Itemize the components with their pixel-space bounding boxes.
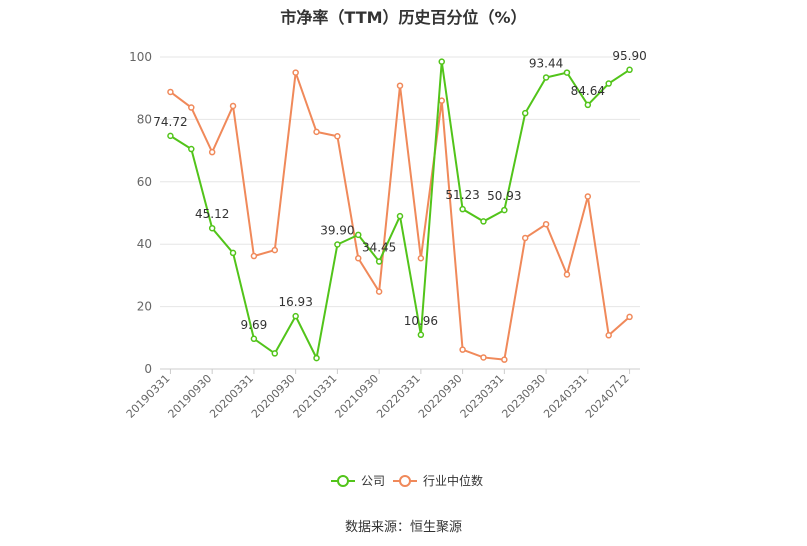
chart-title: 市净率（TTM）历史百分位（%） (280, 8, 527, 27)
x-tick-label: 20230930 (499, 372, 548, 421)
data-label: 39.90 (320, 224, 354, 238)
data-point-industry-median (521, 234, 529, 242)
data-point-company (292, 312, 299, 320)
data-point-company (188, 145, 195, 153)
y-tick-label: 100 (129, 50, 152, 64)
data-point-company (417, 331, 425, 339)
data-label: 95.90 (612, 49, 646, 63)
x-tick-label: 20240331 (541, 372, 590, 421)
data-point-company (208, 224, 216, 232)
data-point-company (271, 350, 279, 357)
data-point-company (480, 218, 487, 225)
y-tick-label: 20 (137, 300, 152, 314)
data-point-company (438, 58, 445, 65)
data-point-company (542, 74, 550, 81)
data-point-company (250, 335, 258, 343)
x-tick-label: 20190930 (166, 372, 215, 421)
legend-marker (399, 475, 411, 487)
data-point-company (375, 258, 383, 265)
data-point-company (626, 66, 633, 74)
data-point-industry-median (167, 88, 174, 96)
data-point-company (313, 354, 320, 362)
y-tick-label: 80 (137, 112, 152, 126)
data-point-industry-median (584, 193, 592, 200)
data-point-industry-median (563, 271, 571, 278)
data-point-industry-median (542, 220, 550, 228)
data-point-company (501, 206, 508, 214)
data-point-company (605, 80, 612, 87)
data-point-company (355, 231, 362, 239)
data-point-industry-median (313, 128, 320, 136)
x-tick-label: 20200331 (207, 372, 256, 421)
data-point-company (167, 132, 174, 140)
x-tick-label: 20240712 (583, 372, 632, 421)
data-point-company (584, 101, 592, 109)
data-point-industry-median (605, 332, 612, 339)
data-point-company (563, 69, 571, 76)
data-label: 51.23 (445, 188, 479, 202)
x-tick-label: 20220930 (416, 372, 465, 421)
x-tick-label: 20210331 (291, 372, 340, 421)
legend-label: 公司 (361, 474, 385, 488)
series-line-company (169, 61, 631, 362)
data-point-industry-median (459, 346, 466, 353)
data-point-industry-median (501, 356, 508, 363)
legend-marker (337, 475, 349, 487)
data-label: 84.64 (571, 84, 605, 98)
data-label: 93.44 (529, 56, 563, 70)
data-point-company (396, 212, 404, 220)
data-point-company (521, 109, 529, 117)
data-label: 74.72 (153, 115, 187, 129)
data-label: 16.93 (278, 295, 312, 309)
y-tick-label: 60 (137, 175, 152, 189)
data-point-company (459, 205, 466, 213)
data-point-industry-median (438, 97, 445, 104)
y-tick-label: 40 (137, 237, 152, 251)
y-tick-label: 0 (144, 362, 152, 376)
legend-label: 行业中位数 (423, 473, 483, 488)
data-point-industry-median (292, 69, 299, 76)
data-point-industry-median (480, 354, 487, 361)
data-label: 9.69 (241, 318, 268, 332)
x-tick-label: 20200930 (249, 372, 298, 421)
data-label: 45.12 (195, 207, 229, 221)
data-point-company (334, 241, 341, 248)
source-note: 数据来源：恒生聚源 (344, 520, 462, 535)
data-point-industry-median (396, 82, 404, 89)
x-tick-label: 20210930 (332, 372, 381, 421)
x-tick-label: 20190331 (124, 372, 173, 421)
data-point-industry-median (229, 102, 237, 110)
data-point-industry-median (271, 246, 279, 254)
data-point-industry-median (208, 148, 216, 156)
data-point-industry-median (250, 252, 258, 260)
data-point-industry-median (334, 132, 341, 140)
data-point-industry-median (375, 288, 383, 295)
x-tick-label: 20230331 (458, 372, 507, 421)
data-point-industry-median (626, 313, 633, 321)
data-point-industry-median (417, 254, 425, 262)
data-label: 50.93 (487, 189, 521, 203)
data-point-industry-median (355, 254, 362, 262)
data-point-company (229, 249, 237, 257)
data-point-industry-median (188, 104, 195, 111)
x-tick-label: 20220331 (374, 372, 423, 421)
data-label: 34.45 (362, 241, 396, 255)
data-label: 10.96 (404, 314, 438, 328)
